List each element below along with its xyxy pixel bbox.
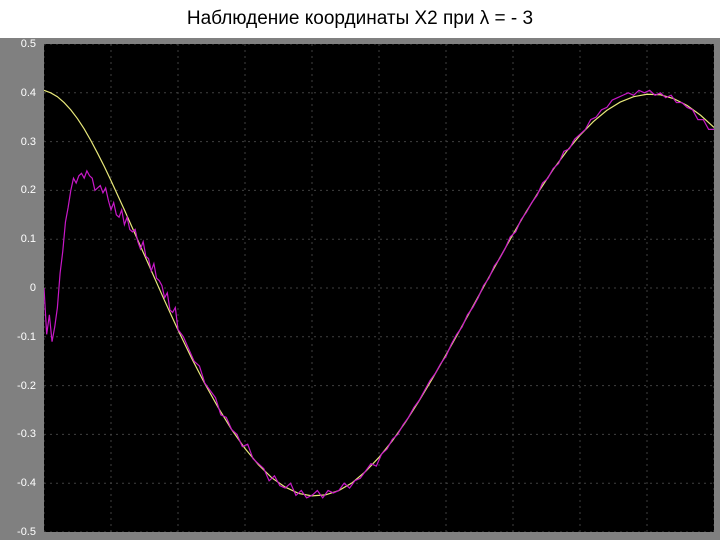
ytick-label: -0.2	[8, 380, 36, 392]
ytick-label: 0	[8, 282, 36, 294]
plot-frame: 0.5 0.4 0.3 0.2 0.1 0 -0.1 -0.2 -0.3 -0.4 -0.5	[0, 38, 720, 540]
series-noisy	[44, 90, 714, 497]
ytick-label: -0.4	[8, 477, 36, 489]
ytick-label: 0.5	[8, 38, 36, 50]
ytick-label: -0.3	[8, 428, 36, 440]
ytick-label: 0.2	[8, 184, 36, 196]
ytick-label: 0.1	[8, 233, 36, 245]
chart-title: Наблюдение координаты Х2 при λ = - 3	[0, 0, 720, 36]
ytick-label: -0.5	[8, 526, 36, 538]
plot-area	[44, 44, 714, 532]
plot-svg	[44, 44, 714, 532]
ytick-label: -0.1	[8, 331, 36, 343]
ytick-label: 0.4	[8, 87, 36, 99]
ytick-label: 0.3	[8, 136, 36, 148]
